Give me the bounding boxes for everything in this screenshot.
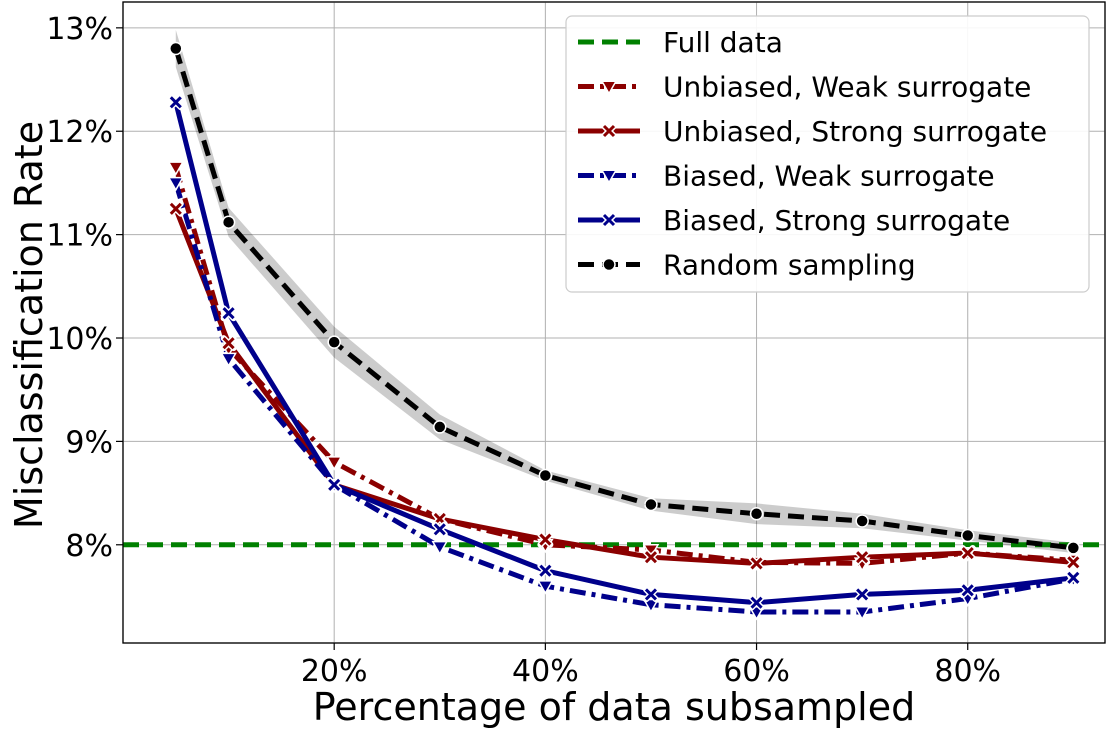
legend-label-biased-strong-surrogate: Biased, Strong surrogate: [663, 204, 1010, 237]
data-point-biased-strong-surrogate: [167, 94, 184, 111]
data-point-biased-strong-surrogate: [854, 586, 871, 603]
series-line-biased-strong-surrogate: [173, 101, 1074, 606]
data-point-biased-strong-surrogate: [748, 594, 765, 611]
legend-marker-unbiased-weak-surrogate: [600, 80, 618, 96]
legend-box: [565, 15, 1090, 293]
series-lines: [173, 47, 1074, 615]
data-point-random-sampling: [855, 514, 869, 528]
data-point-random-sampling: [960, 528, 975, 543]
data-point-unbiased-strong-surrogate: [854, 549, 871, 566]
tick-label-y: 11%: [46, 219, 113, 254]
data-point-random-sampling: [1066, 541, 1081, 555]
data-point-biased-strong-surrogate: [1065, 569, 1082, 586]
data-point-unbiased-strong-surrogate: [1065, 554, 1082, 571]
tick-label-x: 20%: [301, 654, 368, 689]
data-point-biased-strong-surrogate: [220, 305, 237, 322]
data-point-random-sampling: [433, 420, 447, 434]
data-point-biased-weak-surrogate: [853, 605, 871, 621]
legend-marker-unbiased-strong-surrogate: [601, 123, 617, 139]
series-line-unbiased-strong-surrogate: [173, 207, 1074, 566]
data-point-unbiased-strong-surrogate: [220, 335, 237, 352]
x-axis-label: Percentage of data subsampled: [313, 685, 916, 729]
legend: Full data Unbiased, Weak surrogate Unbiase…: [565, 15, 1090, 293]
data-point-unbiased-weak-surrogate: [325, 456, 343, 471]
y-axis-label: Misclassification Rate: [7, 121, 51, 529]
data-point-random-sampling: [221, 215, 236, 229]
data-point-biased-strong-surrogate: [642, 586, 659, 603]
tick-label-y: 13%: [46, 12, 113, 47]
tick-label-x: 80%: [934, 654, 1001, 689]
legend-marker-biased-weak-surrogate: [600, 169, 618, 185]
data-point-random-sampling: [327, 335, 341, 349]
data-point-biased-weak-surrogate: [431, 540, 449, 556]
data-point-unbiased-weak-surrogate: [167, 161, 185, 176]
tick-label-y: 9%: [65, 425, 113, 460]
tick-label-y: 8%: [65, 529, 113, 564]
data-point-unbiased-strong-surrogate: [959, 545, 976, 562]
data-point-unbiased-strong-surrogate: [537, 531, 554, 548]
data-point-unbiased-strong-surrogate: [748, 555, 765, 572]
data-point-random-sampling: [538, 468, 553, 483]
series-line-random-sampling: [173, 47, 1074, 551]
axis-ticks: 20% 40% 60% 80% 8% 9% 10% 11% 12% 13%: [46, 12, 1001, 689]
plot-border: [122, 1, 1106, 644]
legend-label-full-data: Full data: [663, 26, 783, 59]
series-line-biased-weak-surrogate: [173, 182, 1074, 615]
legend-label-unbiased-weak-surrogate: Unbiased, Weak surrogate: [663, 71, 1031, 104]
legend-label-random-sampling: Random sampling: [663, 249, 916, 282]
data-point-biased-weak-surrogate: [642, 598, 660, 614]
data-point-random-sampling: [749, 507, 764, 521]
legend-label-unbiased-strong-surrogate: Unbiased, Strong surrogate: [663, 115, 1047, 148]
data-point-biased-weak-surrogate: [537, 580, 554, 595]
series-line-unbiased-weak-surrogate: [173, 166, 1074, 566]
legend-label-biased-weak-surrogate: Biased, Weak surrogate: [663, 160, 995, 193]
tick-label-x: 40%: [512, 654, 579, 689]
data-point-random-sampling: [169, 41, 183, 56]
series-markers: [167, 41, 1082, 621]
data-point-biased-strong-surrogate: [326, 476, 343, 493]
data-point-unbiased-strong-surrogate: [167, 200, 184, 217]
data-point-biased-strong-surrogate: [959, 582, 976, 599]
data-point-biased-strong-surrogate: [537, 562, 554, 579]
tick-label-x: 60%: [723, 654, 790, 689]
data-point-random-sampling: [644, 497, 658, 512]
tick-label-y: 12%: [46, 115, 113, 150]
data-point-biased-weak-surrogate: [220, 352, 237, 368]
legend-marker-biased-strong-surrogate: [601, 212, 617, 228]
data-point-biased-strong-surrogate: [431, 521, 448, 538]
legend-marker-random-sampling: [602, 257, 616, 272]
data-point-biased-weak-surrogate: [167, 176, 185, 192]
tick-label-y: 10%: [46, 322, 113, 357]
data-point-unbiased-strong-surrogate: [642, 549, 659, 566]
